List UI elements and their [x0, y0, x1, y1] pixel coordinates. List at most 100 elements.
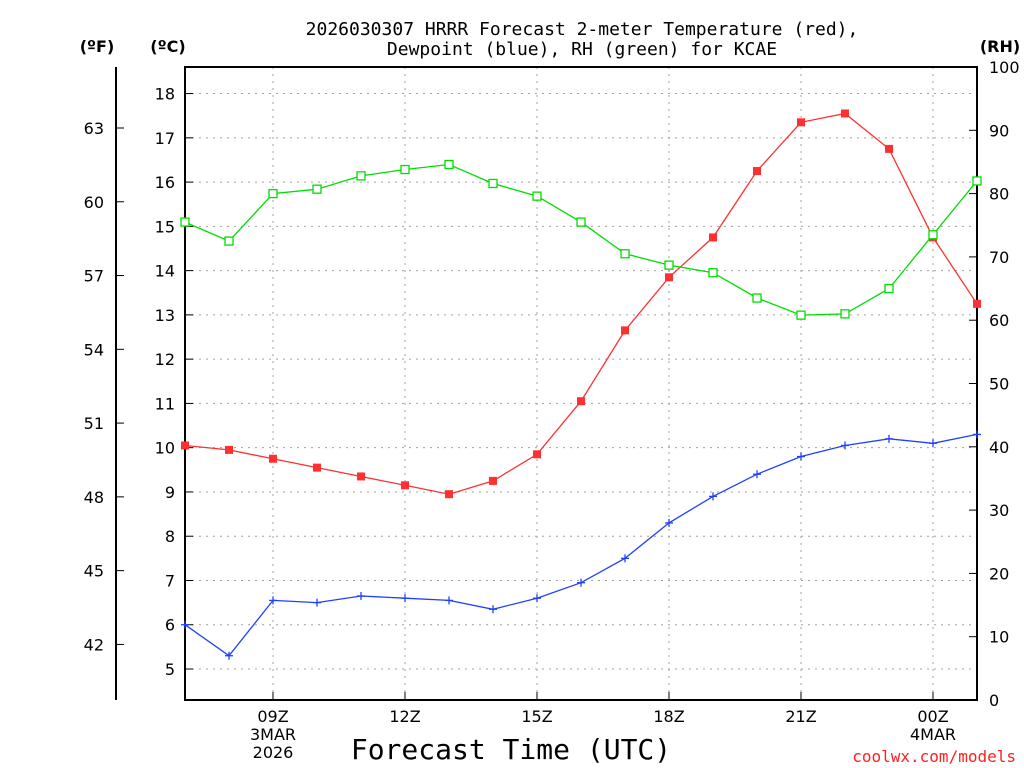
rh-point: [268, 188, 278, 199]
rh-point: [224, 236, 234, 246]
dewpoint-point: [753, 470, 761, 479]
fahrenheit-tick-label: 45: [84, 562, 104, 581]
time-tick-label: 09Z: [257, 707, 288, 726]
celsius-axis: 5 6 7 8 9 10 11 12 13 14 15 16 17 18: [155, 85, 193, 679]
dewpoint-point: [401, 594, 409, 603]
temperature-point: [225, 445, 233, 454]
dewpoint-point: [885, 434, 893, 443]
chart-title-line2: Dewpoint (blue), RH (green) for KCAE: [387, 39, 777, 60]
dewpoint-point: [797, 452, 805, 461]
temperature-point: [973, 299, 981, 308]
celsius-tick-label: 9: [165, 483, 175, 502]
celsius-tick-label: 10: [155, 439, 175, 458]
fahrenheit-tick-label: 42: [84, 635, 104, 654]
time-tick-label: 3MAR: [250, 725, 296, 744]
fahrenheit-tick-label: 63: [84, 119, 104, 138]
temperature-point: [841, 109, 849, 118]
dewpoint-point: [357, 591, 365, 600]
chart-title-line1: 2026030307 HRRR Forecast 2-meter Tempera…: [306, 19, 859, 40]
rh-point: [884, 283, 894, 294]
rh-point: [488, 178, 498, 189]
dewpoint-point: [181, 620, 189, 629]
dewpoint-point: [533, 594, 541, 603]
rh-axis: 0 10 20 30 40 50 60 70 80 90 100: [969, 58, 1020, 710]
rh-point: [972, 176, 982, 186]
temperature-point: [753, 167, 761, 176]
rh-point: [752, 293, 762, 303]
dewpoint-point: [225, 651, 233, 660]
temperature-point: [885, 144, 893, 153]
celsius-tick-label: 12: [155, 350, 175, 369]
temperature-point: [401, 481, 409, 490]
temperature-point: [269, 454, 277, 463]
dewpoint-point: [445, 596, 453, 605]
rh-point: [664, 260, 674, 270]
series-layer: [180, 109, 982, 660]
temperature-point: [533, 450, 541, 459]
dewpoint-point: [313, 598, 321, 607]
fahrenheit-tick-label: 60: [84, 193, 104, 212]
rh-unit-label: (RH): [980, 37, 1020, 56]
dewpoint-point: [973, 430, 981, 439]
dewpoint-point: [841, 441, 849, 450]
rh-point: [312, 184, 322, 194]
celsius-tick-label: 17: [155, 129, 175, 148]
x-axis-label: Forecast Time (UTC): [351, 733, 671, 766]
temperature-point: [621, 326, 629, 335]
rh-point: [928, 230, 938, 240]
time-tick-label: 18Z: [653, 707, 684, 726]
rh-tick-label: 40: [989, 438, 1009, 457]
celsius-tick-label: 15: [155, 217, 175, 236]
rh-tick-label: 60: [989, 311, 1009, 330]
dewpoint-point: [269, 596, 277, 605]
rh-point: [356, 171, 366, 181]
rh-tick-label: 70: [989, 248, 1009, 267]
rh-point: [576, 217, 586, 227]
rh-tick-label: 50: [989, 375, 1009, 394]
rh-point: [840, 309, 850, 319]
temperature-point: [489, 476, 497, 485]
rh-tick-label: 90: [989, 121, 1009, 140]
rh-point: [532, 191, 542, 201]
celsius-tick-label: 6: [165, 616, 175, 635]
rh-tick-label: 100: [989, 58, 1020, 77]
rh-point: [180, 217, 190, 227]
time-tick-label: 21Z: [785, 707, 816, 726]
fahrenheit-unit-label: (ºF): [80, 37, 115, 56]
fahrenheit-tick-label: 57: [84, 267, 104, 286]
dewpoint-point: [577, 578, 585, 587]
rh-point: [400, 164, 410, 175]
temperature-line: [184, 112, 978, 495]
celsius-tick-label: 18: [155, 85, 175, 104]
celsius-tick-label: 7: [165, 571, 175, 590]
rh-tick-label: 0: [989, 691, 999, 710]
grid: [185, 67, 977, 700]
rh-line: [184, 163, 978, 316]
time-tick-label: 00Z: [917, 707, 948, 726]
celsius-tick-label: 14: [155, 262, 175, 281]
dewpoint-point: [621, 554, 629, 563]
rh-tick-label: 30: [989, 501, 1009, 520]
time-tick-label: 4MAR: [910, 725, 956, 744]
rh-point: [620, 249, 630, 259]
fahrenheit-tick-label: 51: [84, 414, 104, 433]
temperature-point: [709, 233, 717, 242]
time-tick-label: 15Z: [521, 707, 552, 726]
temperature-point: [313, 463, 321, 472]
dewpoint-point: [709, 492, 717, 501]
temperature-point: [665, 273, 673, 282]
temperature-point: [445, 490, 453, 499]
celsius-tick-label: 11: [155, 394, 175, 413]
time-tick-label: 2026: [253, 743, 294, 762]
temperature-point: [797, 118, 805, 127]
celsius-tick-label: 13: [155, 306, 175, 325]
rh-tick-label: 80: [989, 185, 1009, 204]
temperature-point: [357, 472, 365, 481]
celsius-unit-label: (ºC): [150, 37, 185, 56]
dewpoint-point: [665, 518, 673, 527]
dewpoint-line: [184, 433, 978, 657]
rh-point: [796, 310, 806, 320]
credit-text: coolwx.com/models: [852, 747, 1016, 766]
